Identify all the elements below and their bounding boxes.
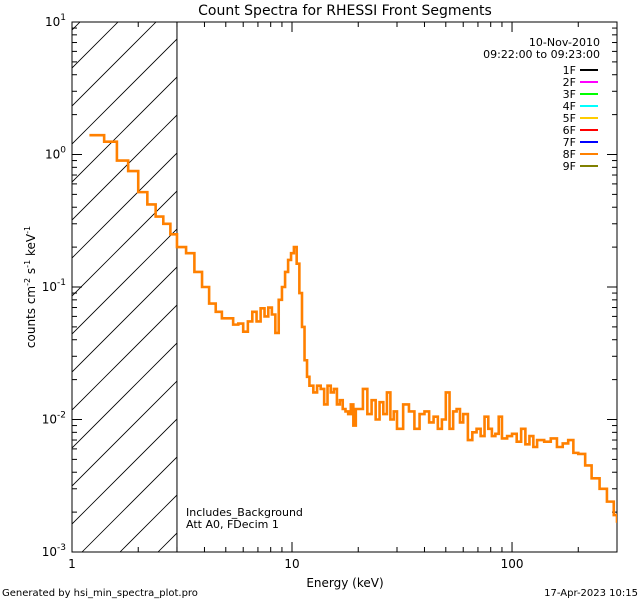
x-tick-label: 1 <box>68 557 76 571</box>
legend-label: 9F <box>563 160 576 173</box>
annotation-attenuator: Att A0, FDecim 1 <box>186 518 279 531</box>
y-tick-label: 101 <box>45 13 66 29</box>
legend-label: 7F <box>563 136 576 149</box>
legend-label: 4F <box>563 100 576 113</box>
y-tick-label: 10-3 <box>42 543 66 559</box>
x-axis-label: Energy (keV) <box>306 576 383 590</box>
legend-label: 8F <box>563 148 576 161</box>
legend-label: 1F <box>563 64 576 77</box>
x-tick-label: 10 <box>284 557 299 571</box>
hatch-lines <box>72 22 177 552</box>
series-group <box>89 133 617 523</box>
x-tick-label: 100 <box>501 557 524 571</box>
axis-ticks: 1 10 100 101 100 10-1 10-2 10-3 <box>42 13 618 571</box>
y-axis-label: counts cm-2 s-1 keV-1 <box>23 226 38 348</box>
generation-timestamp: 17-Apr-2023 10:15 <box>544 588 638 599</box>
excluded-energy-hatch <box>72 22 178 552</box>
legend-label: 2F <box>563 76 576 89</box>
legend-label: 3F <box>563 88 576 101</box>
chart-title: Count Spectra for RHESSI Front Segments <box>198 3 492 19</box>
annotation-background: Includes_Background <box>186 506 303 519</box>
y-tick-label: 10-2 <box>42 411 66 427</box>
plot-frame <box>71 21 618 553</box>
legend-label: 6F <box>563 124 576 137</box>
legend-label: 5F <box>563 112 576 125</box>
y-tick-label: 10-1 <box>42 278 66 294</box>
observation-time-range: 09:22:00 to 09:23:00 <box>483 48 600 61</box>
y-tick-label: 100 <box>45 146 66 162</box>
series-line-8F <box>89 133 617 523</box>
observation-date: 10-Nov-2010 <box>529 36 600 49</box>
generated-by-label: Generated by hsi_min_spectra_plot.pro <box>2 588 198 599</box>
